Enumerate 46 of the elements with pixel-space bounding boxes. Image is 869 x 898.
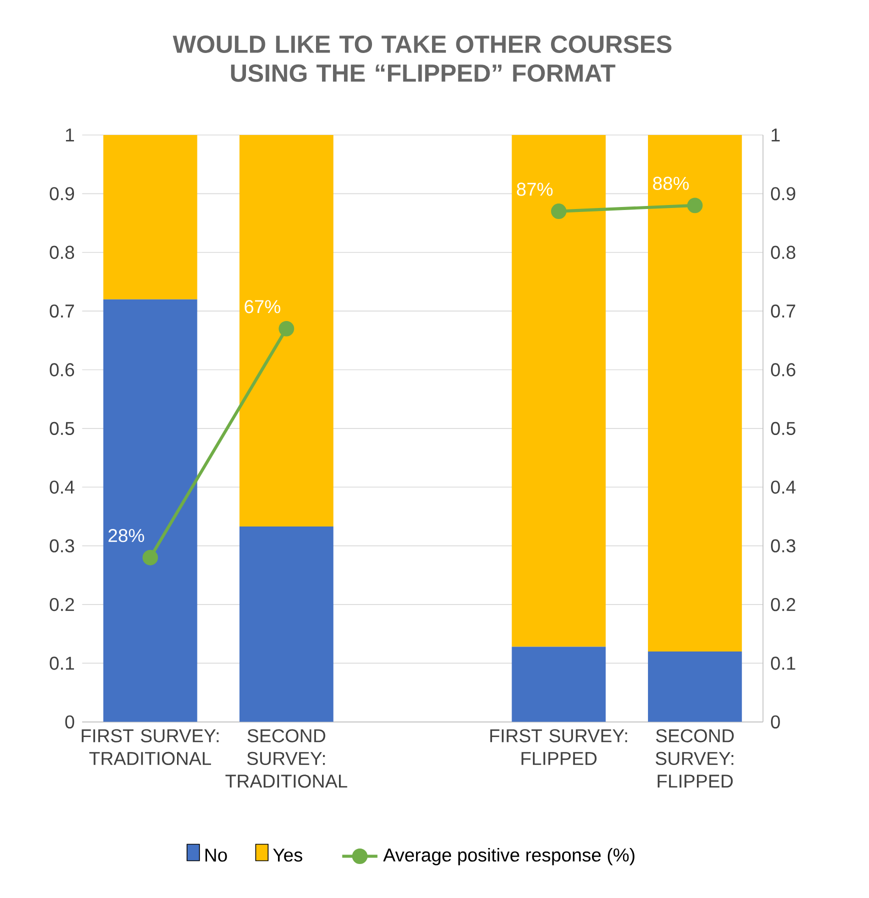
y-tick-label: 0.9 <box>50 187 74 200</box>
y-tick-label: 0.1 <box>50 656 74 670</box>
bar <box>103 299 198 722</box>
bar <box>240 526 334 722</box>
y2-tick-label: 1 <box>772 128 780 142</box>
y-tick-label: 0.3 <box>50 539 74 552</box>
y2-tick-label: 0.8 <box>771 246 796 259</box>
y-tick-label: 0.4 <box>50 480 74 494</box>
y-tick-label: 0.2 <box>50 598 74 612</box>
y2-tick-label: 0.3 <box>771 539 796 552</box>
bar <box>648 134 742 652</box>
bar <box>648 651 742 722</box>
y-tick-label: 0.5 <box>50 422 74 436</box>
point <box>687 198 703 214</box>
y-tick-label: 0.6 <box>50 363 74 376</box>
bar <box>512 134 606 647</box>
y2-tick-label: 0.2 <box>771 598 796 612</box>
bar <box>240 134 334 526</box>
x-tick-label: SECOND SURVEY: FLIPPED <box>656 729 734 788</box>
y2-tick-label: 0.4 <box>771 480 796 494</box>
point <box>278 320 294 336</box>
bar <box>512 646 606 722</box>
data-label: 67% <box>244 300 280 314</box>
x-tick-label: SECOND SURVEY: TRADITIONAL <box>226 729 348 788</box>
y2-tick-label: 0.9 <box>771 187 796 200</box>
point <box>142 550 158 566</box>
legend-label: No <box>206 848 228 862</box>
y-tick-label: 0.8 <box>50 246 74 259</box>
y2-tick-label: 0.7 <box>771 304 796 318</box>
y2-tick-label: 0.5 <box>771 422 796 436</box>
chart-title: WOULD LIKE TO TAKE OTHER COURSES USING THE “FLIPPED” FORMAT <box>172 35 672 82</box>
y-tick-label: 1 <box>66 128 74 142</box>
y-tick-label: 0.7 <box>50 304 74 318</box>
legend-label: Average positive response (%) <box>383 848 635 866</box>
point <box>551 204 567 220</box>
data-label: 87% <box>517 182 553 196</box>
y2-tick-label: 0.6 <box>771 363 796 376</box>
legend-label: Yes <box>273 848 302 862</box>
x-tick-label: FIRST SURVEY: TRADITIONAL <box>82 729 219 766</box>
y-tick-label: 0 <box>65 715 74 729</box>
y2-tick-label: 0.1 <box>771 656 796 670</box>
data-label: 28% <box>108 528 144 542</box>
x-tick-label: FIRST SURVEY: FLIPPED <box>490 729 628 765</box>
bar <box>103 134 198 300</box>
data-label: 88% <box>653 176 689 190</box>
y2-tick-label: 0 <box>771 715 780 729</box>
